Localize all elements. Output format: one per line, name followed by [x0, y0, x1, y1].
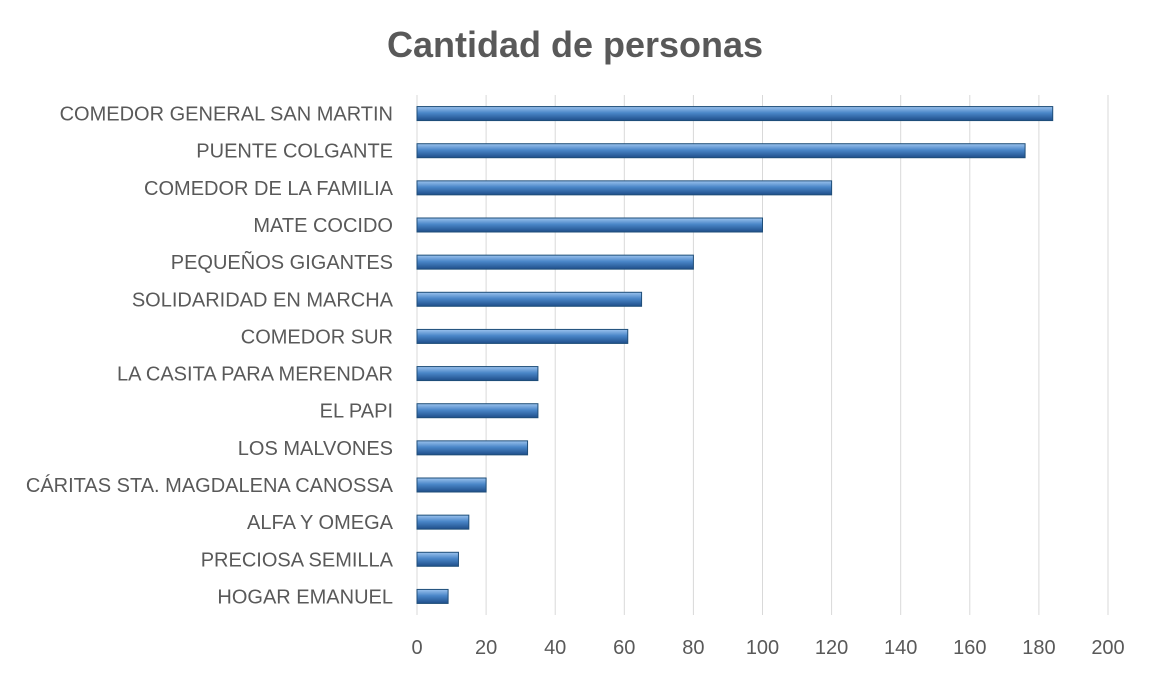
category-label: PRECIOSA SEMILLA — [201, 549, 394, 571]
bars — [416, 106, 1054, 604]
category-label: SOLIDARIDAD EN MARCHA — [132, 289, 394, 311]
bar — [416, 217, 763, 233]
x-tick-label: 200 — [1091, 637, 1124, 659]
bar — [416, 254, 694, 270]
chart-title: Cantidad de personas — [387, 24, 763, 65]
bar — [416, 366, 539, 382]
category-label: LOS MALVONES — [238, 438, 393, 460]
category-label: MATE COCIDO — [253, 215, 393, 237]
category-label: EL PAPI — [320, 401, 393, 423]
category-label: HOGAR EMANUEL — [217, 586, 393, 608]
bar — [416, 403, 539, 419]
category-label: CÁRITAS STA. MAGDALENA CANOSSA — [26, 474, 394, 497]
x-tick-label: 20 — [475, 637, 497, 659]
x-tick-label: 60 — [613, 637, 635, 659]
x-tick-label: 120 — [815, 637, 848, 659]
bar — [416, 328, 629, 344]
bar — [416, 143, 1026, 159]
bar — [416, 551, 459, 567]
gridlines — [416, 95, 1109, 615]
bar — [416, 588, 449, 604]
x-tick-label: 0 — [411, 637, 422, 659]
category-label: LA CASITA PARA MERENDAR — [117, 364, 393, 386]
bar — [416, 440, 529, 456]
x-tick-label: 100 — [746, 637, 779, 659]
x-tick-label: 40 — [544, 637, 566, 659]
x-tick-label: 80 — [682, 637, 704, 659]
category-label: PEQUEÑOS GIGANTES — [171, 250, 393, 274]
bar — [416, 291, 643, 307]
category-labels: COMEDOR GENERAL SAN MARTIN PUENTE COLGANT… — [26, 104, 394, 609]
bar — [416, 514, 470, 530]
x-tick-label: 180 — [1022, 637, 1055, 659]
category-label: ALFA Y OMEGA — [247, 512, 394, 534]
category-label: COMEDOR GENERAL SAN MARTIN — [60, 104, 393, 126]
category-label: PUENTE COLGANTE — [196, 141, 393, 163]
category-label: COMEDOR DE LA FAMILIA — [144, 178, 394, 200]
x-tick-label: 160 — [953, 637, 986, 659]
category-label: COMEDOR SUR — [241, 326, 393, 348]
bar — [416, 106, 1054, 122]
x-tick-label: 140 — [884, 637, 917, 659]
bar — [416, 477, 487, 493]
bar — [416, 180, 833, 196]
x-axis-tick-labels: 0 20 40 60 80 100 120 140 160 180 200 — [411, 637, 1124, 659]
